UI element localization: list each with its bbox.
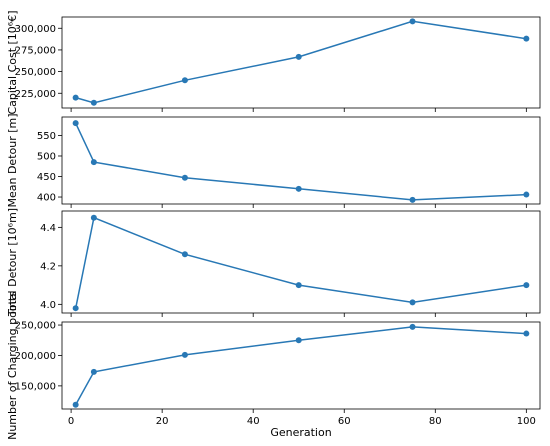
data-point [72, 305, 79, 312]
y-tick-label: 275,000 [15, 45, 56, 56]
y-tick-label: 4.2 [40, 261, 56, 272]
x-tick-label: 80 [429, 416, 442, 427]
x-tick-label: 40 [247, 416, 260, 427]
data-point [90, 159, 97, 166]
data-point [523, 282, 530, 289]
axes-frame [61, 210, 541, 314]
data-point [72, 94, 79, 101]
data-point [295, 53, 302, 60]
y-tick-label: 150,000 [15, 381, 56, 392]
x-axis-label: Generation [270, 426, 331, 439]
data-point [72, 120, 79, 127]
y-tick-label: 225,000 [15, 89, 56, 100]
axes-frame [61, 16, 541, 109]
y-tick-label: 4.4 [40, 223, 56, 234]
data-point [181, 351, 188, 358]
y-tick-label: 300,000 [15, 24, 56, 35]
y-axis-label: Total Detour [10⁶m] [6, 208, 19, 317]
subplot-2: 400 450 500 550 Mean Detour [m] [6, 113, 541, 208]
data-point [409, 323, 416, 330]
x-tick-label: 20 [156, 416, 169, 427]
data-point [90, 214, 97, 221]
y-tick-label: 4.0 [40, 300, 56, 311]
data-point [72, 401, 79, 408]
data-point [181, 174, 188, 181]
data-point [181, 251, 188, 258]
data-point [90, 99, 97, 106]
y-tick-label: 500 [37, 151, 56, 162]
data-point [295, 337, 302, 344]
y-tick-label: 250,000 [15, 67, 56, 78]
data-point [181, 77, 188, 84]
y-axis-label: Number of Charging points [6, 291, 19, 440]
data-point [409, 299, 416, 306]
data-point [523, 191, 530, 198]
data-point [409, 196, 416, 203]
series-line [75, 326, 527, 406]
x-tick-label: 60 [338, 416, 351, 427]
y-axis-label: Capital Cost [10⁶€] [6, 10, 19, 114]
series-line [74, 216, 527, 309]
y-axis-label: Mean Detour [m] [6, 113, 19, 207]
axes-frame [61, 116, 541, 205]
data-point [90, 368, 97, 375]
subplot-3: 4.0 4.2 4.4 Total Detour [10⁶m] [6, 208, 541, 317]
y-tick-label: 250,000 [15, 321, 56, 332]
data-point [523, 330, 530, 337]
y-tick-label: 200,000 [15, 351, 56, 362]
data-point [295, 185, 302, 192]
series-line [75, 122, 527, 201]
data-point [523, 35, 530, 42]
y-tick-label: 400 [37, 193, 56, 204]
data-point [409, 18, 416, 25]
series-line [75, 20, 527, 104]
data-point [295, 282, 302, 289]
y-tick-label: 450 [37, 172, 56, 183]
x-tick-label: 100 [517, 416, 536, 427]
y-tick-label: 550 [37, 131, 56, 142]
subplot-4: 150,000 200,000 250,000 0 20 40 60 80 100 Number … [6, 291, 541, 440]
x-tick-label: 0 [68, 416, 74, 427]
axes-frame [61, 321, 541, 410]
